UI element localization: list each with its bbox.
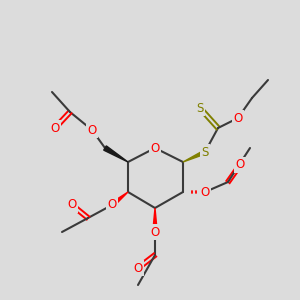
Text: O: O bbox=[68, 199, 76, 212]
Polygon shape bbox=[153, 208, 157, 232]
Text: O: O bbox=[87, 124, 97, 136]
Text: O: O bbox=[200, 185, 210, 199]
Polygon shape bbox=[183, 150, 206, 162]
Text: O: O bbox=[50, 122, 60, 134]
Text: S: S bbox=[196, 101, 204, 115]
Text: O: O bbox=[236, 158, 244, 172]
Text: S: S bbox=[201, 146, 209, 158]
Text: O: O bbox=[150, 142, 160, 154]
Polygon shape bbox=[111, 192, 128, 207]
Text: O: O bbox=[134, 262, 142, 275]
Text: O: O bbox=[233, 112, 243, 124]
Polygon shape bbox=[104, 146, 128, 162]
Text: O: O bbox=[107, 199, 117, 212]
Text: O: O bbox=[150, 226, 160, 238]
